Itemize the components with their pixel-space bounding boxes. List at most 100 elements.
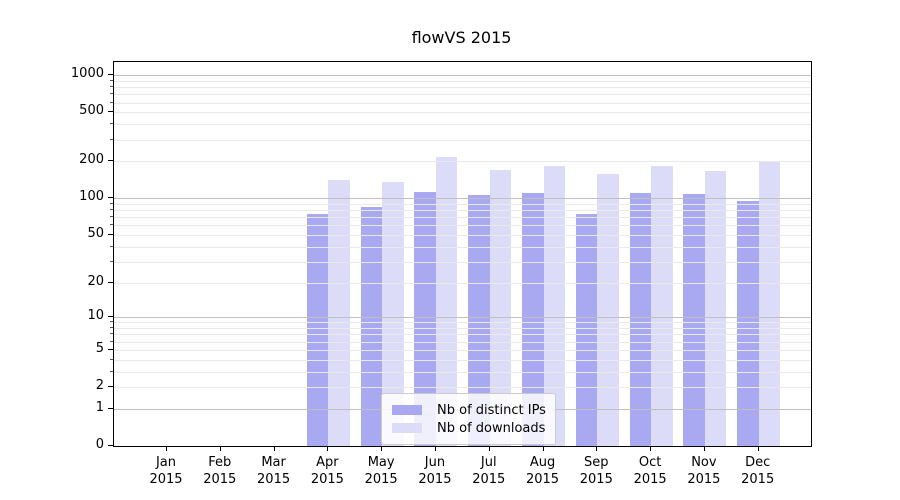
y-axis-tick-mark [108, 407, 113, 409]
gridline-minor [114, 282, 811, 284]
bar-distinct-ips-10 [683, 194, 705, 446]
y-axis-minor-tick-mark [110, 209, 113, 211]
y-axis-tick-mark [108, 281, 113, 283]
gridline-minor [114, 102, 811, 104]
gridline-minor [114, 334, 811, 336]
y-axis-minor-tick-mark [110, 216, 113, 218]
x-axis-tick-label: Feb 2015 [203, 455, 237, 487]
bar-distinct-ips-9 [629, 193, 652, 446]
y-axis-minor-tick-mark [110, 86, 113, 88]
x-axis-tick-label: Jan 2015 [149, 455, 183, 487]
x-axis-tick-mark [381, 446, 383, 451]
y-axis-minor-tick-mark [110, 333, 113, 335]
y-axis-tick-mark [108, 386, 113, 388]
x-axis-tick-mark [757, 446, 759, 451]
legend-swatch-distinct-ips [392, 405, 422, 415]
y-axis-minor-tick-mark [110, 138, 113, 140]
bar-distinct-ips-7 [522, 192, 544, 446]
y-axis-minor-tick-mark [110, 123, 113, 125]
x-axis-tick-label: Apr 2015 [310, 455, 344, 487]
x-axis-tick-mark [327, 446, 329, 451]
y-axis-tick-label: 20 [87, 273, 104, 289]
bar-downloads-6 [489, 169, 512, 446]
legend-label-downloads: Nb of downloads [437, 420, 546, 436]
gridline-minor [114, 341, 811, 343]
gridline-minor [114, 387, 811, 389]
y-axis-tick-label: 5 [95, 340, 104, 356]
gridline-minor [114, 139, 811, 141]
gridline-minor [114, 322, 811, 324]
y-axis-tick-mark [108, 233, 113, 235]
y-axis-tick-label: 500 [79, 103, 104, 119]
gridline-major [114, 198, 811, 200]
gridline-major [114, 75, 811, 77]
x-axis-tick-mark [166, 446, 167, 451]
x-axis-tick-label: Oct 2015 [633, 455, 667, 487]
x-axis-tick-label: Jul 2015 [472, 455, 506, 487]
gridline-minor [114, 80, 811, 82]
legend-label-distinct-ips: Nb of distinct IPs [437, 402, 546, 418]
y-axis-minor-tick-mark [110, 79, 113, 81]
bar-downloads-5 [435, 157, 458, 446]
x-axis-tick-mark [219, 446, 221, 451]
bar-downloads-4 [382, 182, 404, 446]
y-axis-tick-label: 2 [95, 378, 104, 394]
x-axis-tick-mark [488, 446, 490, 451]
chart-title: flowVS 2015 [411, 28, 512, 47]
legend-item-distinct-ips: Nb of distinct IPs [392, 402, 546, 418]
bar-distinct-ips-5 [414, 191, 436, 446]
y-axis-minor-tick-mark [110, 358, 113, 360]
legend-item-downloads: Nb of downloads [392, 420, 546, 436]
y-axis-minor-tick-mark [110, 340, 113, 342]
y-axis-minor-tick-mark [110, 93, 113, 95]
gridline-minor [114, 371, 811, 373]
x-axis-tick-mark [542, 446, 544, 451]
gridline-minor [114, 234, 811, 236]
legend-swatch-downloads [392, 423, 422, 433]
y-axis-tick-mark [108, 111, 113, 113]
gridline-minor [114, 112, 811, 114]
gridline-minor [114, 124, 811, 126]
bar-distinct-ips-6 [468, 194, 490, 446]
gridline-minor [114, 246, 811, 248]
x-axis-tick-label: Jun 2015 [418, 455, 452, 487]
x-axis-tick-mark [596, 446, 598, 451]
gridline-minor [114, 328, 811, 330]
gridline-minor [114, 349, 811, 351]
x-axis-tick-mark [273, 446, 275, 451]
y-axis-tick-label: 1 [95, 399, 104, 415]
gridline-minor [114, 161, 811, 163]
y-axis-minor-tick-mark [110, 224, 113, 226]
y-axis-tick-mark [108, 74, 113, 76]
x-axis-tick-label: Dec 2015 [741, 455, 775, 487]
y-axis-minor-tick-mark [110, 321, 113, 323]
gridline-minor [114, 217, 811, 219]
y-axis-tick-label: 200 [79, 152, 104, 168]
y-axis-tick-label: 1000 [70, 66, 104, 82]
bar-downloads-9 [651, 166, 673, 446]
bar-downloads-10 [704, 171, 727, 446]
x-axis-tick-label: Aug 2015 [525, 455, 560, 487]
y-axis-tick-mark [108, 348, 113, 350]
bar-distinct-ips-3 [306, 213, 329, 446]
gridline-minor [114, 87, 811, 89]
y-axis-minor-tick-mark [110, 370, 113, 372]
y-axis-tick-mark [108, 160, 113, 162]
y-axis-minor-tick-mark [110, 202, 113, 204]
legend: Nb of distinct IPs Nb of downloads [381, 393, 556, 445]
y-axis-tick-label: 10 [87, 308, 104, 324]
bar-downloads-8 [597, 174, 619, 446]
gridline-minor [114, 261, 811, 263]
gridline-minor [114, 359, 811, 361]
bar-distinct-ips-8 [575, 213, 598, 446]
x-axis-tick-label: Nov 2015 [687, 455, 721, 487]
bar-distinct-ips-4 [360, 206, 383, 446]
y-axis-tick-mark [108, 197, 113, 199]
gridline-minor [114, 203, 811, 205]
bar-downloads-3 [328, 180, 350, 446]
gridline-major [114, 317, 811, 319]
gridline-minor [114, 225, 811, 227]
plot-area: Nb of distinct IPs Nb of downloads [113, 61, 812, 447]
x-axis-tick-label: Sep 2015 [579, 455, 613, 487]
